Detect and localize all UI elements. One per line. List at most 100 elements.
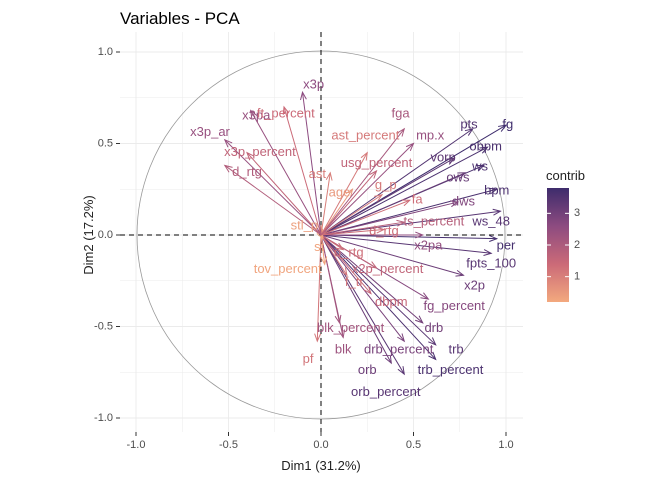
arrow-obpm (320, 146, 489, 236)
y-tick-label: 0.5 (98, 137, 113, 149)
arrow-line (320, 188, 353, 236)
arrow-x2p_percent (320, 234, 378, 269)
arrow-line (320, 143, 414, 236)
arrow-drb (320, 234, 424, 324)
arrow-line (320, 128, 473, 236)
arrow-line (320, 199, 410, 236)
x-axis-label: Dim1 (31.2%) (281, 458, 360, 473)
x-tick-label: 0.5 (406, 439, 421, 451)
arrow-head (446, 157, 456, 165)
variable-label: x3pa (242, 107, 271, 122)
arrow-head (334, 314, 342, 325)
arrow-head (401, 199, 412, 207)
arrow-head (360, 151, 368, 161)
arrow-line (320, 146, 488, 236)
variable-label: obpm (469, 139, 502, 154)
variable-label: x3p (303, 76, 324, 91)
y-axis-ticks: -1.0 -0.5 0.0 0.5 1.0 (94, 46, 120, 424)
legend-colorbar (547, 188, 569, 302)
variable-label: ast (309, 166, 327, 181)
arrow-line (320, 194, 383, 236)
arrow-head (483, 249, 493, 256)
arrow-vorp (320, 157, 456, 236)
y-tick-label: -0.5 (94, 320, 113, 332)
legend-tick-label: 3 (574, 207, 580, 219)
arrow-head (397, 127, 406, 137)
y-tick-label: 0.0 (98, 229, 113, 241)
arrow-head (384, 355, 392, 365)
arrow-pts (320, 128, 474, 236)
variable-label: orb (358, 362, 377, 377)
arrow-head (397, 333, 406, 343)
arrow-head (397, 366, 405, 376)
arrow-line (320, 201, 459, 236)
arrow-line (320, 234, 348, 276)
arrow-head (405, 142, 415, 152)
arrow-d_rtg (320, 226, 386, 236)
arrow-head (369, 169, 378, 179)
variable-label: per (497, 237, 516, 252)
arrow-line (320, 234, 437, 346)
variable-label: drb_percent (364, 342, 434, 357)
variable-label: d_rtg (232, 164, 262, 179)
arrow-fga (320, 127, 406, 236)
legend-title: contrib (546, 168, 585, 183)
variable-label: ft_percent (257, 106, 315, 121)
arrow-d_rtg (223, 164, 322, 236)
arrow-line (320, 234, 424, 324)
arrow-line (316, 234, 322, 342)
variable-arrows (223, 90, 508, 376)
arrow-head (489, 235, 499, 242)
arrow-head (335, 242, 345, 251)
arrow-head (374, 193, 384, 202)
arrow-head (492, 208, 502, 216)
arrow-dws (320, 200, 460, 236)
arrow-head (282, 105, 290, 115)
variable-label: pts (460, 117, 478, 132)
arrow-line (320, 157, 455, 236)
variable-label: g_p (375, 177, 397, 192)
arrow-head (223, 164, 233, 173)
arrow-line (302, 92, 322, 236)
legend-tick-label: 2 (574, 239, 580, 251)
arrow-ft_percent (282, 105, 322, 236)
variable-label: f_tr (345, 274, 364, 289)
arrow-trb_percent (320, 234, 437, 361)
arrow-usg_percent (320, 169, 378, 236)
variable-label: tov_percent (254, 261, 322, 276)
arrow-f_tr (320, 234, 348, 277)
arrow-o_rtg (320, 234, 345, 251)
variable-label: x2p_percent (352, 261, 424, 276)
variable-label: stl_p (291, 217, 318, 232)
chart-title: Variables - PCA (120, 9, 240, 28)
arrow-head (340, 267, 348, 277)
arrow-line (320, 210, 501, 236)
variable-label: drb (424, 320, 443, 335)
variable-label: x3p_percent (224, 144, 296, 159)
x-tick-label: -0.5 (219, 439, 238, 451)
x-tick-label: 0.0 (313, 439, 328, 451)
arrow-head (345, 188, 354, 198)
variable-label: usg_percent (341, 155, 413, 170)
arrow-line (224, 139, 322, 236)
arrow-head (363, 285, 372, 295)
variable-label: d_rtg (369, 223, 399, 238)
arrow-head (455, 269, 465, 277)
legend-tick-label: 1 (574, 271, 580, 283)
variable-label: blk (335, 342, 352, 357)
arrow-ast_percent (320, 151, 368, 236)
arrow-head (428, 337, 437, 346)
variable-label: bpm (484, 183, 509, 198)
arrow-dbpm (320, 234, 372, 295)
arrow-x2pa (321, 231, 425, 239)
variable-label: vorp (430, 150, 455, 165)
arrow-line (320, 172, 331, 236)
arrow-x3p (300, 90, 322, 236)
variable-label: orb_percent (351, 384, 421, 399)
arrow-x3pa (250, 109, 322, 236)
arrow-head (368, 261, 378, 269)
arrow-ts_percent (320, 219, 406, 236)
arrow-head (300, 90, 307, 101)
arrow-line (320, 229, 384, 236)
